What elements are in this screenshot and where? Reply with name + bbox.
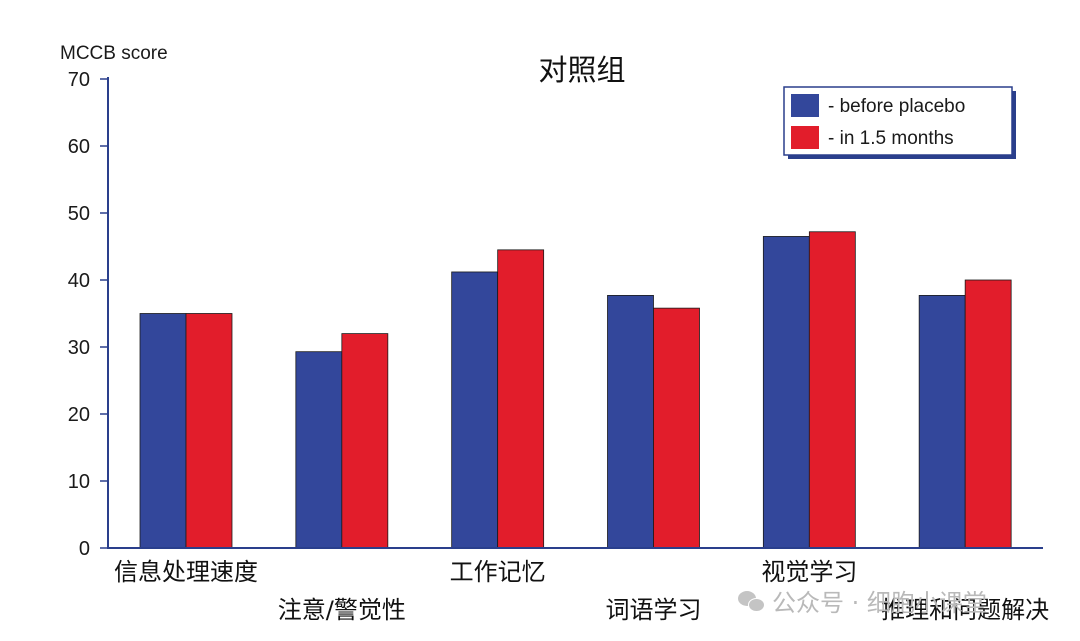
y-tick-label: 0: [79, 538, 90, 560]
legend-box: [783, 86, 1013, 156]
bar-after: [185, 313, 233, 549]
bars: [139, 231, 1012, 549]
x-category-label: 视觉学习: [761, 558, 857, 586]
watermark-text: 公众号 · 细胞小课堂: [772, 588, 987, 617]
legend-swatch-before: [791, 94, 819, 117]
y-tick-label: 60: [68, 136, 90, 158]
legend-swatch-after: [791, 126, 819, 149]
chart-title: 对照组: [538, 53, 625, 87]
wechat-icon: [738, 589, 765, 612]
watermark: 公众号 · 细胞小课堂: [738, 582, 987, 618]
bar-before: [451, 271, 499, 549]
bar-after: [808, 231, 856, 549]
x-category-label: 信息处理速度: [114, 558, 258, 586]
bar-after: [653, 307, 700, 549]
bar-after: [964, 279, 1012, 549]
legend: - before placebo - in 1.5 months: [783, 86, 1016, 159]
y-axis-label: MCCB score: [60, 43, 168, 64]
x-category-label: 工作记忆: [450, 558, 546, 586]
bar-before: [295, 351, 343, 549]
x-category-label: 推理和问题解决: [881, 596, 1049, 624]
y-axis-ticks: 0 10 20 30 40 50 60 70: [68, 69, 108, 560]
x-category-label: 词语学习: [606, 596, 702, 624]
legend-label-before: - before placebo: [828, 96, 965, 117]
bar-before: [762, 236, 810, 549]
y-tick-label: 10: [68, 471, 90, 493]
legend-label-after: - in 1.5 months: [828, 128, 954, 149]
y-tick-label: 30: [68, 337, 90, 359]
bar-after: [497, 249, 545, 549]
bar-before: [607, 295, 654, 549]
x-category-label: 注意/警觉性: [278, 596, 406, 624]
y-tick-label: 70: [68, 69, 90, 91]
y-tick-label: 50: [68, 203, 90, 225]
bar-after: [341, 333, 389, 549]
y-tick-label: 20: [68, 404, 90, 426]
y-tick-label: 40: [68, 270, 90, 292]
bar-before: [918, 295, 966, 549]
bar-before: [139, 313, 187, 549]
